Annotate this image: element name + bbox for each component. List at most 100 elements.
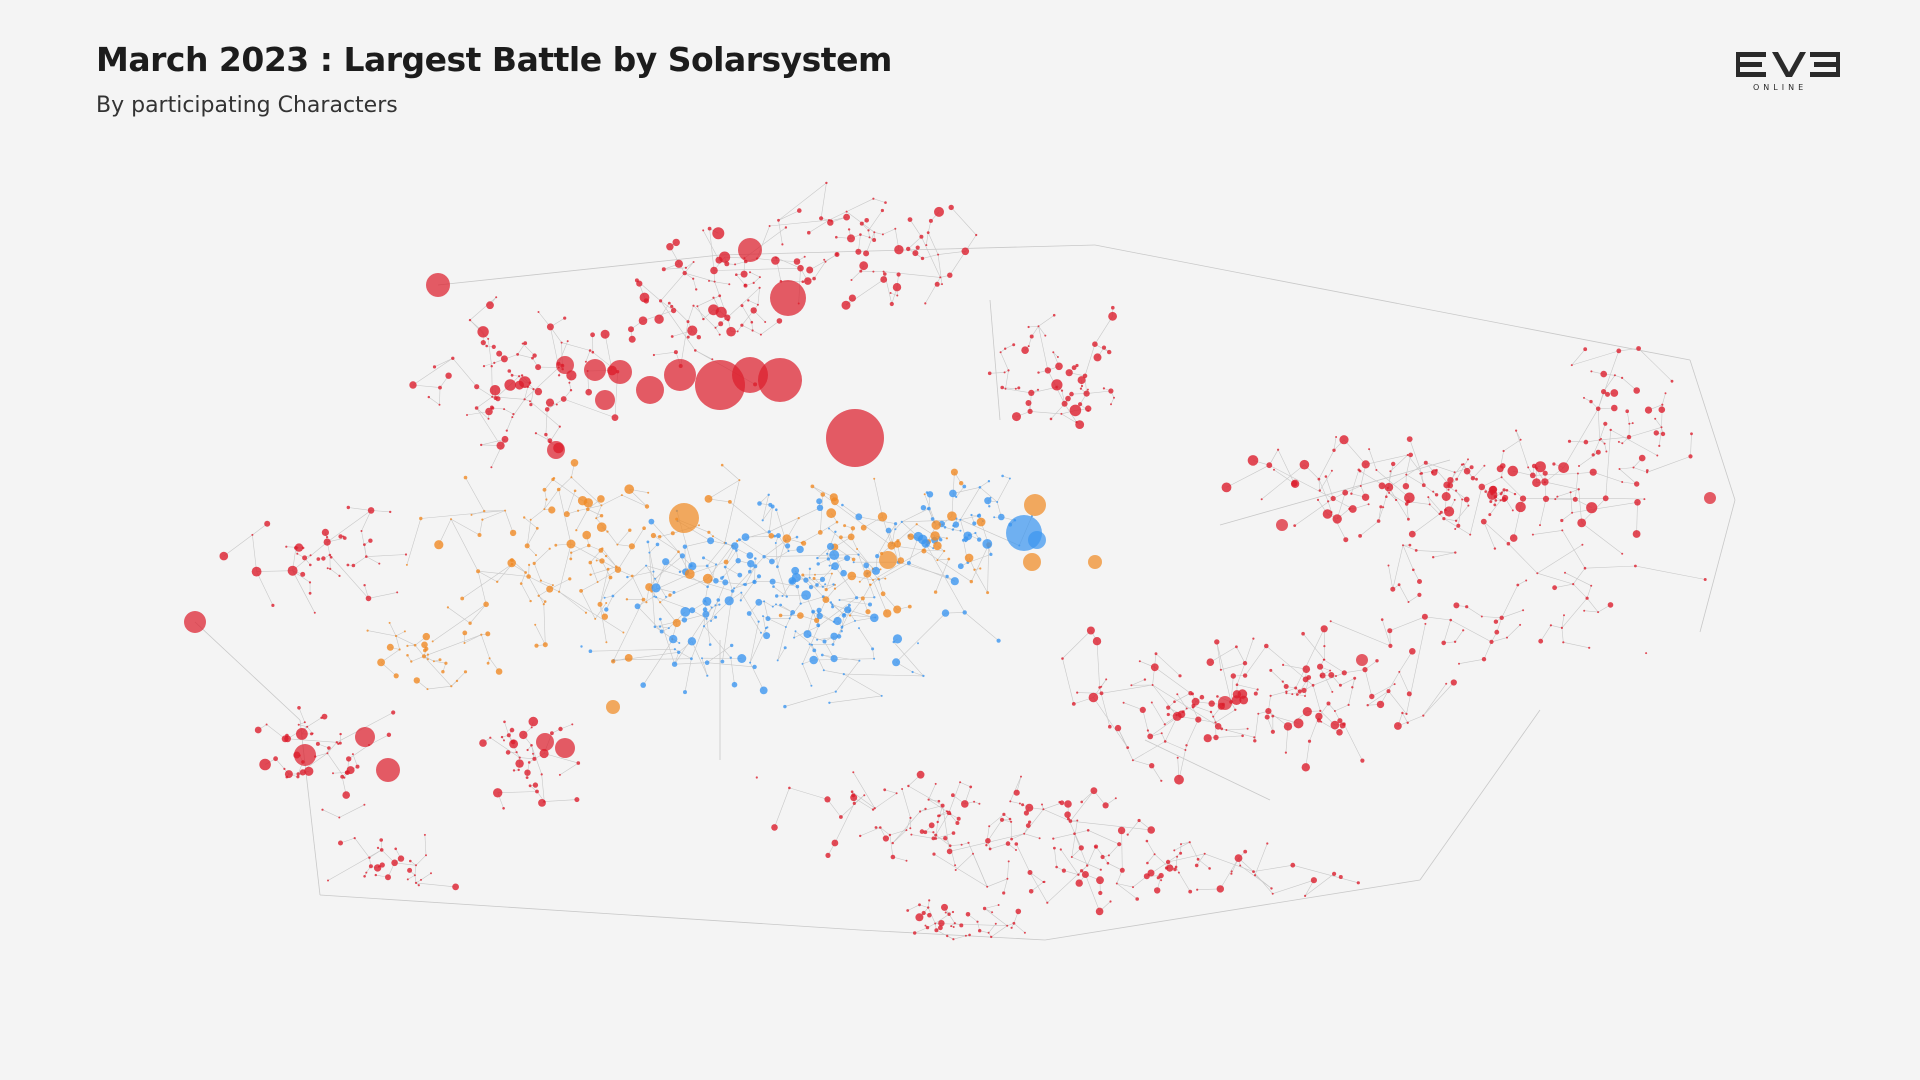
solar-system-red[interactable] [718,294,722,298]
solar-system-blue[interactable] [713,578,719,584]
solar-system-red[interactable] [776,318,783,324]
solar-system-orange[interactable] [947,511,957,521]
solar-system-red[interactable] [486,301,494,310]
solar-system-orange[interactable] [535,554,537,557]
solar-system-orange[interactable] [455,679,459,683]
solar-system-red[interactable] [1621,481,1624,483]
solar-system-red[interactable] [452,883,459,891]
solar-system-blue[interactable] [662,558,670,566]
solar-system-red[interactable] [1146,729,1149,732]
solar-system-red[interactable] [296,772,300,776]
solar-system-red[interactable] [518,376,531,388]
solar-system-orange[interactable] [548,547,551,550]
solar-system-red[interactable] [1290,862,1296,868]
solar-system-red[interactable] [1536,572,1539,575]
solar-system-blue[interactable] [779,603,782,607]
solar-system-red[interactable] [1562,641,1565,644]
solar-system-blue[interactable] [603,596,606,599]
solar-system-blue[interactable] [715,563,718,566]
solar-system-blue[interactable] [626,575,629,579]
solar-system-red[interactable] [726,326,736,337]
solar-system-red[interactable] [1199,694,1205,700]
solar-system-red[interactable] [1150,701,1153,704]
solar-system-red[interactable] [1454,519,1458,522]
solar-system-red[interactable] [751,329,754,332]
solar-system-orange[interactable] [879,568,882,571]
solar-system-red[interactable] [1099,868,1102,871]
solar-system-red[interactable] [1506,541,1511,546]
solar-system-red[interactable] [1603,421,1608,426]
solar-system-blue[interactable] [830,632,838,640]
solar-system-red[interactable] [495,396,501,402]
solar-system-red[interactable] [1463,467,1471,475]
solar-system-orange[interactable] [413,677,420,684]
solar-system-red[interactable] [784,226,788,229]
solar-system-orange[interactable] [377,658,385,667]
solar-system-red[interactable] [1525,579,1528,582]
solar-system-orange[interactable] [551,584,554,587]
solar-system-orange[interactable] [814,573,816,576]
solar-system-red[interactable] [1335,436,1338,438]
solar-system-red[interactable] [670,335,674,338]
solar-system-red[interactable] [1017,386,1021,390]
solar-system-red[interactable] [819,216,824,221]
solar-system-red[interactable] [764,321,767,323]
solar-system-orange[interactable] [915,523,918,526]
solar-system-orange[interactable] [707,530,711,534]
solar-system-red[interactable] [547,438,553,444]
solar-system-red[interactable] [477,326,489,338]
solar-system-red[interactable] [523,398,526,401]
solar-system-red[interactable] [563,316,567,320]
solar-system-red[interactable] [1341,670,1347,676]
solar-system-red[interactable] [1147,826,1155,834]
solar-system-red[interactable] [1330,469,1333,472]
solar-system-red[interactable] [281,735,289,743]
solar-system-red[interactable] [1299,459,1310,470]
solar-system-orange[interactable] [542,642,548,648]
solar-system-red[interactable] [1065,369,1073,377]
solar-system-orange[interactable] [950,468,958,476]
solar-system-red[interactable] [480,443,483,447]
solar-system-red[interactable] [1494,629,1500,635]
solar-system-red[interactable] [420,878,422,881]
solar-system-orange[interactable] [923,493,926,496]
solar-system-red[interactable] [1203,852,1206,855]
solar-system-blue[interactable] [645,564,648,567]
solar-system-red[interactable] [882,270,885,273]
solar-system-red[interactable] [1075,363,1079,368]
solar-system-red[interactable] [1027,345,1030,348]
solar-system-blue[interactable] [830,655,838,663]
solar-system-red[interactable] [1052,313,1056,317]
solar-system-red[interactable] [417,884,420,887]
solar-system-red[interactable] [1021,803,1025,807]
solar-system-orange[interactable] [848,614,852,617]
solar-system-blue[interactable] [733,587,736,590]
solar-system-red[interactable] [544,407,550,412]
solar-system-red[interactable] [1099,691,1104,696]
solar-system-orange[interactable] [577,509,580,512]
solar-system-red[interactable] [556,356,574,374]
solar-system-red[interactable] [807,230,811,235]
solar-system-red[interactable] [873,807,876,810]
solar-system-red[interactable] [1012,343,1016,347]
solar-system-red[interactable] [1044,367,1052,374]
solar-system-red[interactable] [1458,662,1460,665]
solar-system-orange[interactable] [597,495,605,503]
solar-system-blue[interactable] [836,634,842,639]
solar-system-orange[interactable] [406,654,409,657]
solar-system-red[interactable] [915,913,924,922]
solar-system-red[interactable] [313,611,316,614]
solar-system-red[interactable] [711,358,714,361]
solar-system-red[interactable] [1010,820,1013,823]
solar-system-red[interactable] [1605,391,1610,397]
solar-system-red[interactable] [1196,888,1199,891]
solar-system-blue[interactable] [855,596,859,600]
solar-system-red[interactable] [1234,708,1237,711]
solar-system-blue[interactable] [892,634,903,644]
solar-system-red[interactable] [1061,657,1064,660]
solar-system-red[interactable] [921,910,926,916]
solar-system-red[interactable] [521,342,524,345]
solar-system-red[interactable] [740,323,744,327]
solar-system-orange[interactable] [620,494,623,497]
solar-system-red[interactable] [1096,876,1104,885]
